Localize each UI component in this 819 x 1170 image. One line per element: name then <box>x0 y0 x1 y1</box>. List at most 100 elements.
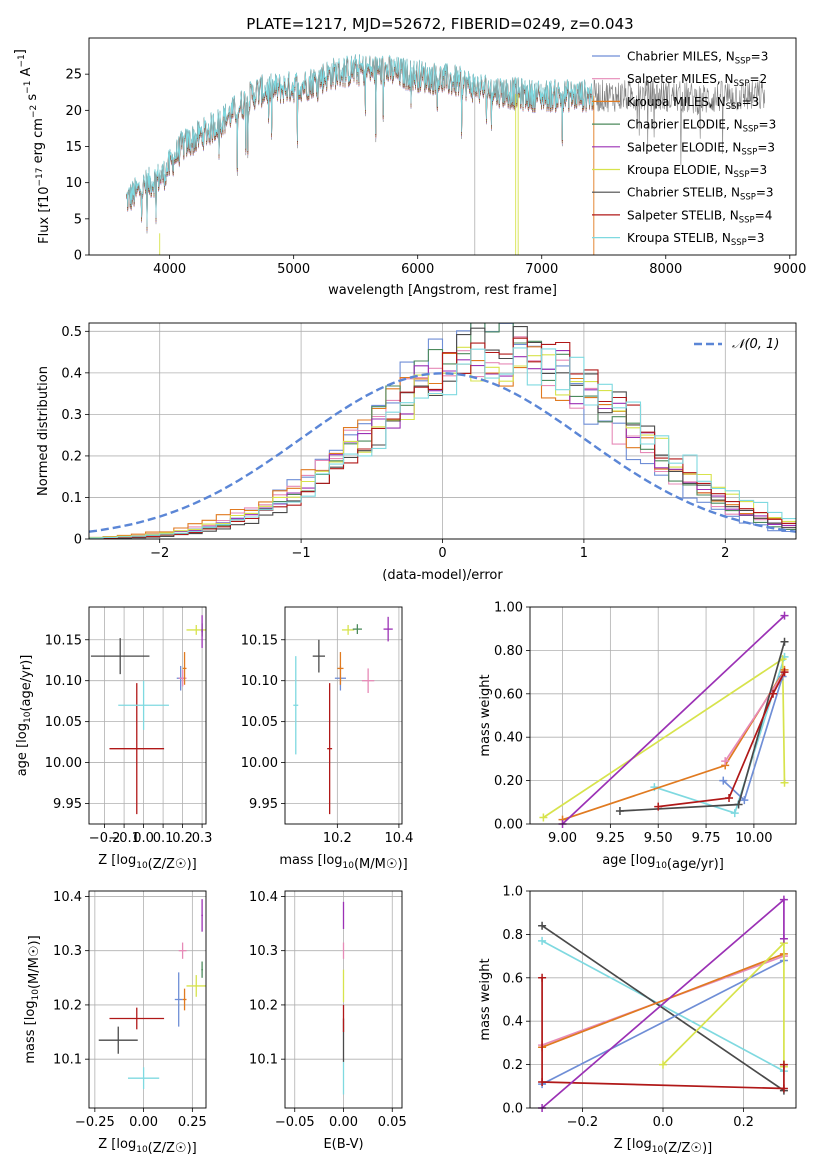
label-subscript: 10 <box>655 861 667 871</box>
legend-text: =3 <box>757 140 775 154</box>
weight-point-marker <box>779 1060 788 1069</box>
y-axis-label: age [log10(age/yr)] <box>15 655 34 777</box>
x-tick-label: −0.25 <box>75 1115 115 1130</box>
label-subscript: 10 <box>343 861 355 871</box>
legend-text: =3 <box>759 118 777 132</box>
label-part: A <box>19 67 34 80</box>
x-tick-label: 0.2 <box>172 831 193 846</box>
x-tick-label: −2 <box>150 546 169 561</box>
x-tick-label: 0.1 <box>153 831 174 846</box>
legend-text: Chabrier ELODIE, N <box>627 118 743 132</box>
weight-point-marker <box>780 611 789 620</box>
legend-subscript: SSP <box>734 170 750 180</box>
label-part: Normed distribution <box>36 366 51 496</box>
weight-point-marker <box>659 1060 667 1069</box>
label-part: Flux [f10 <box>37 186 52 243</box>
x-tick-label: −0.2 <box>567 1115 599 1130</box>
label-part: (M/M☉)] <box>27 935 42 989</box>
y-tick-label: 9.95 <box>249 797 278 812</box>
y-tick-label: 1.00 <box>494 601 523 616</box>
x-tick-label: 9.50 <box>644 831 673 846</box>
axes-frame <box>284 606 403 825</box>
weight-point-marker <box>538 1077 547 1086</box>
weight-point-marker <box>654 802 663 811</box>
y-tick-label: 0.0 <box>502 1102 523 1117</box>
legend-text: =3 <box>742 95 760 109</box>
weight-series-line <box>541 924 785 1092</box>
y-axis-label: mass [log10(M/M☉)] <box>23 935 42 1063</box>
y-tick-label: 0.4 <box>61 366 82 381</box>
label-superscript: −1 <box>23 81 33 94</box>
y-tick-label: 10.10 <box>241 674 278 689</box>
x-tick-label: 0 <box>438 546 446 561</box>
weight-series-line <box>542 657 786 819</box>
weight-point-marker <box>780 668 789 677</box>
legend-label: Salpeter STELIB, NSSP=4 <box>627 208 772 225</box>
y-axis-label: Flux [f10−17 erg cm−2 s−1 A−1] <box>13 49 52 244</box>
y-tick-label: 0.4 <box>502 1015 523 1030</box>
x-axis-label: wavelength [Angstrom, rest frame] <box>328 283 557 298</box>
legend-label: Salpeter ELODIE, NSSP=3 <box>627 140 775 157</box>
y-tick-label: 10.4 <box>53 890 82 905</box>
legend-text: =3 <box>751 50 769 64</box>
weight-series-line <box>662 941 785 1067</box>
axes-frame <box>88 890 207 1109</box>
label-subscript: 10 <box>136 861 148 871</box>
x-tick-label: −1 <box>292 546 311 561</box>
label-part: age [ <box>602 853 635 868</box>
y-tick-label: 10.2 <box>249 998 278 1013</box>
legend-label: Salpeter MILES, NSSP=2 <box>627 72 767 89</box>
mass-vs-reddening-panel: −0.05 0.00 0.05 10.1 10.2 10.3 10.4 E(B-V) <box>249 890 407 1152</box>
label-part: mass weight <box>478 958 493 1040</box>
label-subscript: 10 <box>23 711 33 723</box>
x-tick-label: 8000 <box>649 262 682 277</box>
y-tick-label: 10.00 <box>241 756 278 771</box>
x-tick-label: 0.0 <box>653 1115 674 1130</box>
y-tick-label: 10.1 <box>249 1053 278 1068</box>
label-part: Z [ <box>98 1137 116 1152</box>
weight-point-marker <box>780 637 789 646</box>
legend-subscript: SSP <box>735 57 751 67</box>
y-tick-label: 10.1 <box>53 1053 82 1068</box>
weight-point-marker <box>719 776 728 785</box>
y-tick-label: 0.3 <box>61 408 82 423</box>
y-tick-label: 0.8 <box>502 928 523 943</box>
legend-label: Chabrier MILES, NSSP=3 <box>627 50 768 67</box>
y-tick-label: 15 <box>65 140 82 155</box>
x-tick-label: 2 <box>721 546 729 561</box>
y-tick-label: 0.6 <box>502 971 523 986</box>
legend-text: =3 <box>749 163 767 177</box>
label-part: log <box>15 723 30 743</box>
axes-frame <box>88 37 797 256</box>
model-spectrum <box>126 54 594 228</box>
legend-subscript: SSP <box>743 125 759 135</box>
y-tick-label: 0.60 <box>494 687 523 702</box>
y-tick-label: 1.0 <box>502 885 523 900</box>
x-tick-label: −0.05 <box>275 1115 315 1130</box>
y-tick-label: 10.4 <box>249 890 278 905</box>
x-tick-label: 0.2 <box>733 1115 754 1130</box>
weight-series-line <box>658 671 786 808</box>
label-part: age [ <box>15 743 30 776</box>
y-tick-label: 10.10 <box>45 674 82 689</box>
label-part: log <box>116 1137 136 1152</box>
y-tick-label: 10.3 <box>53 944 82 959</box>
legend-label: Kroupa STELIB, NSSP=3 <box>627 231 765 248</box>
spectrum-panel: 4000 5000 6000 7000 8000 9000 0 5 10 15 20 25 wavele… <box>13 37 806 298</box>
label-superscript: −1 <box>17 54 27 67</box>
x-tick-label: 10.4 <box>384 831 413 846</box>
label-part: mass [ <box>279 853 322 868</box>
legend-label: Chabrier ELODIE, NSSP=3 <box>627 118 776 135</box>
y-axis-label: Normed distribution <box>36 366 51 496</box>
legend-subscript: SSP <box>731 238 747 248</box>
axes-frame <box>284 890 403 1109</box>
label-part: (Z/Z☉)] <box>663 1141 712 1156</box>
x-tick-label: 10.2 <box>323 831 352 846</box>
label-part: log <box>116 853 136 868</box>
x-tick-label: 0.25 <box>178 1115 207 1130</box>
legend-label: Chabrier STELIB, NSSP=3 <box>627 186 774 203</box>
y-tick-label: 10.05 <box>45 715 82 730</box>
label-superscript: −17 <box>35 167 45 186</box>
y-tick-label: 10.15 <box>45 633 82 648</box>
